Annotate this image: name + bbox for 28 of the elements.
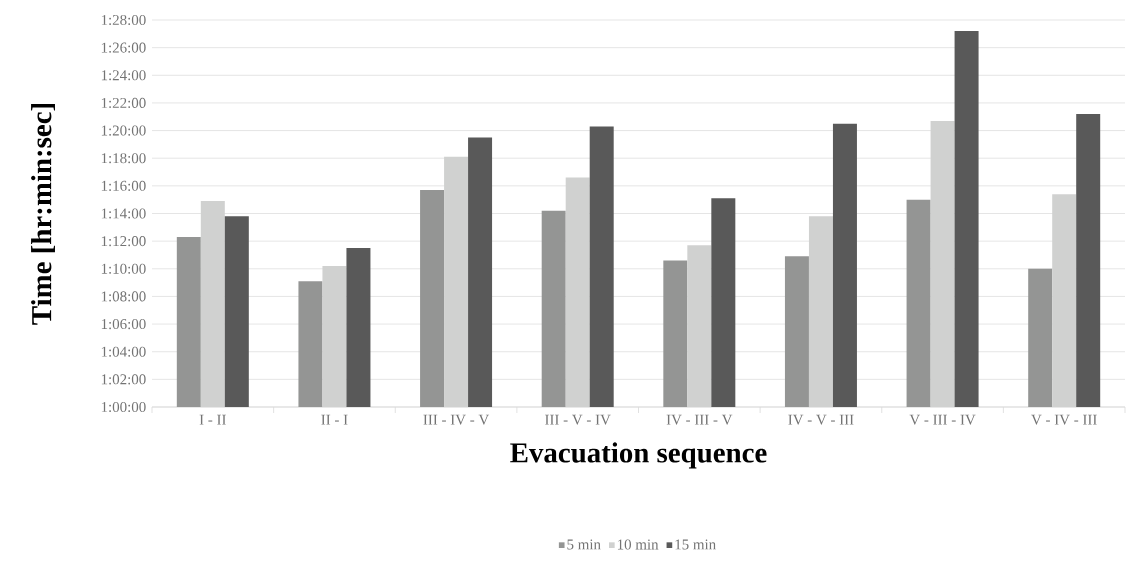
x-tick-label: III - V - IV: [545, 414, 611, 425]
y-tick-label: 1:22:00: [101, 97, 146, 109]
legend-label: 15 min: [675, 539, 716, 550]
x-axis-title: Evacuation sequence: [510, 442, 767, 469]
y-tick-label: 1:06:00: [101, 319, 146, 330]
y-tick-label: 1:10:00: [101, 263, 146, 274]
y-tick-label: 1:28:00: [101, 14, 146, 26]
y-tick-label: 1:12:00: [101, 236, 146, 247]
y-tick-label: 1:04:00: [101, 346, 146, 357]
y-tick-label: 1:08:00: [101, 291, 146, 302]
y-tick-label: 1:14:00: [101, 208, 146, 219]
y-tick-label: 1:02:00: [101, 374, 146, 385]
x-tick-label: II - I: [321, 414, 348, 425]
x-tick-label: IV - V - III: [788, 414, 854, 425]
x-tick-label: V - III - IV: [909, 414, 976, 425]
x-tick-label: V - IV - III: [1031, 414, 1097, 425]
y-tick-label: 1:16:00: [101, 180, 146, 191]
legend-label: 10 min: [617, 539, 659, 550]
y-tick-label: 1:20:00: [101, 125, 146, 136]
x-tick-label: III - IV - V: [423, 414, 490, 425]
y-tick-label: 1:26:00: [101, 42, 146, 53]
legend-label: 5 min: [567, 539, 601, 550]
x-tick-label: IV - III - V: [666, 414, 733, 425]
y-tick-label: 1:24:00: [101, 70, 146, 81]
y-tick-label: 1:18:00: [101, 153, 146, 164]
y-tick-label: 1:00:00: [101, 401, 146, 413]
x-tick-label: I - II: [199, 414, 226, 425]
y-axis-title: Time [hr:min:sec]: [31, 103, 55, 325]
